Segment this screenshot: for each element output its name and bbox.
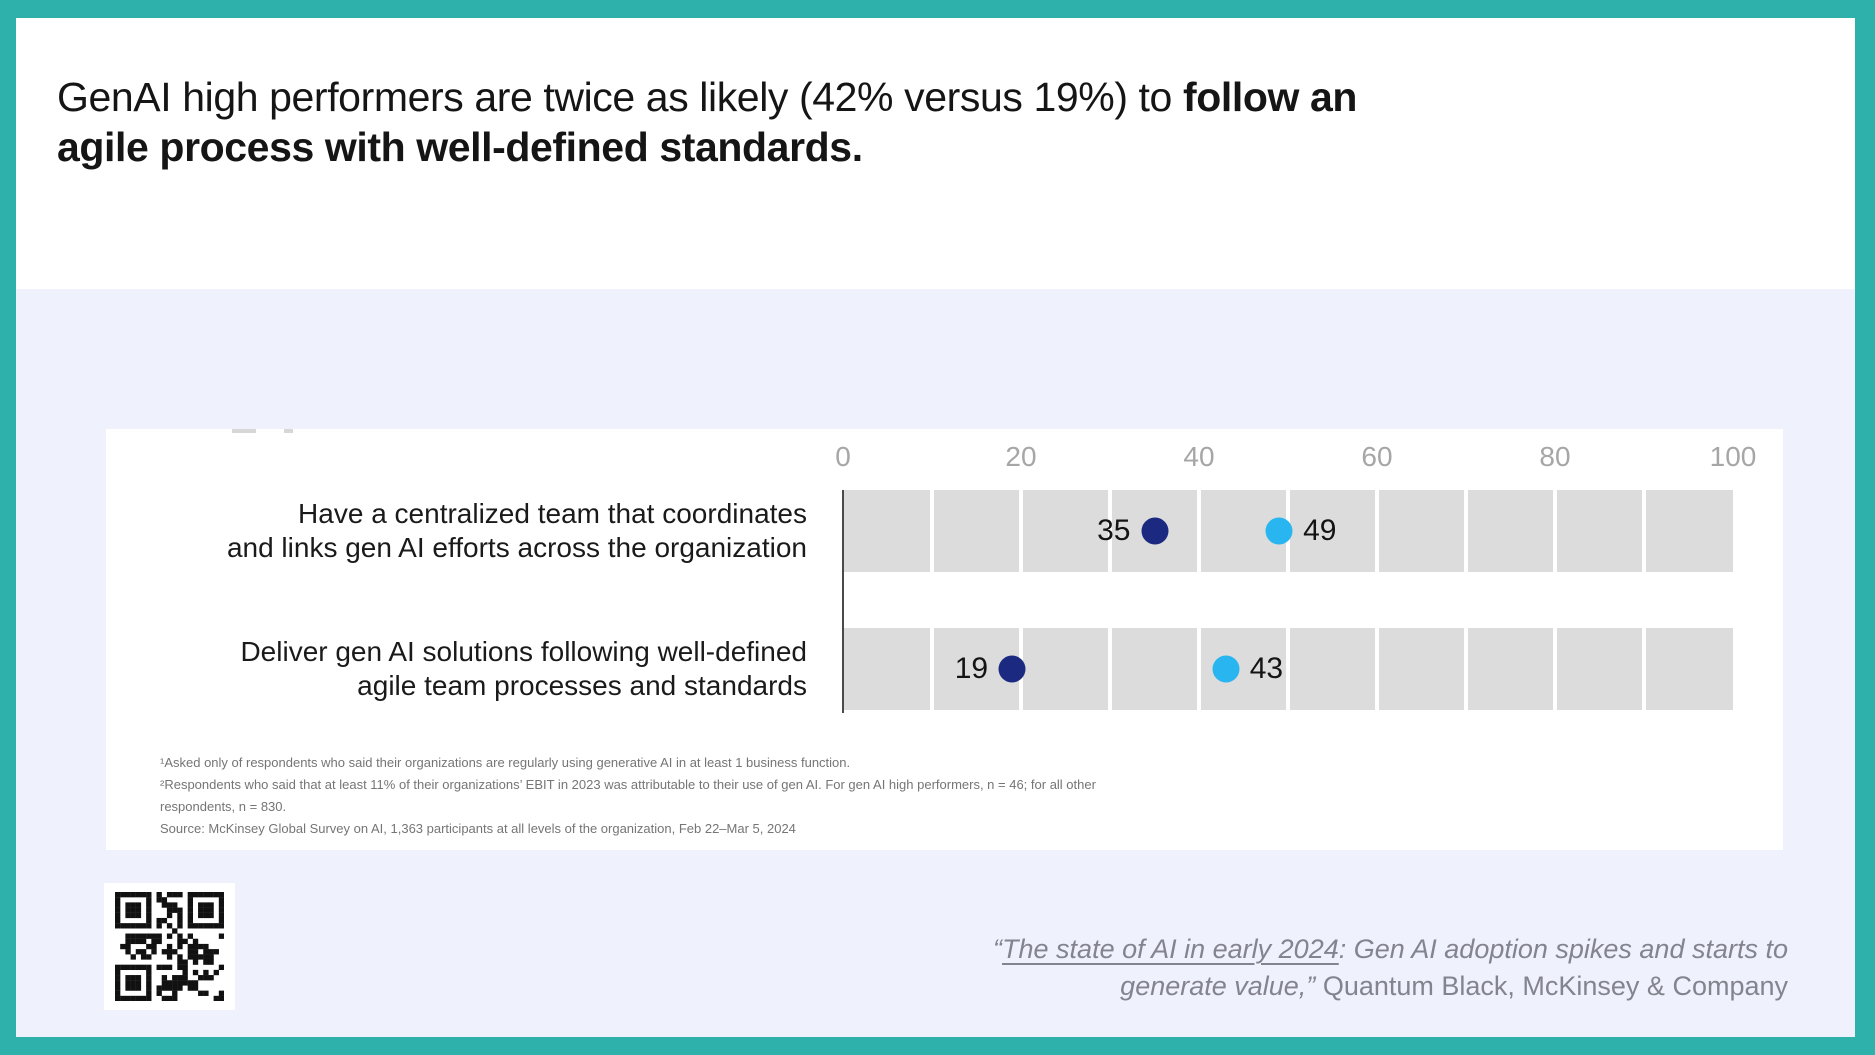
x-axis-tick-label: 80	[1539, 441, 1571, 472]
page-title: GenAI high performers are twice as likel…	[16, 18, 1855, 172]
gridline	[1464, 490, 1468, 572]
gridline	[1375, 628, 1379, 710]
cropped-legend-mark	[284, 429, 293, 433]
x-axis-tick-label: 100	[1709, 441, 1757, 472]
gridline	[1019, 490, 1023, 572]
x-axis-ticks: 0 20 40 60 80 100	[835, 439, 1756, 475]
data-value-label: 19	[954, 652, 989, 685]
title-regular-text: GenAI high performers are twice as likel…	[57, 74, 1183, 120]
footnotes: ¹Asked only of respondents who said thei…	[160, 752, 1220, 840]
citation-link[interactable]: The state of AI in early 2024	[1002, 934, 1339, 964]
light-blue-dot	[1212, 655, 1240, 683]
gridline	[1642, 628, 1646, 710]
chart-card: 0 20 40 60 80 100 Have a centralized team tha…	[106, 429, 1783, 850]
gridline	[1464, 628, 1468, 710]
gridline	[1108, 628, 1112, 710]
slide-header: GenAI high performers are twice as likel…	[16, 18, 1855, 289]
chart-track: 19 43	[843, 628, 1733, 710]
footnote-line: Source: McKinsey Global Survey on AI, 1,…	[160, 821, 796, 836]
gridline	[930, 628, 934, 710]
data-value-label: 49	[1303, 514, 1337, 547]
title-bold-text: follow an	[1182, 74, 1358, 120]
x-axis-tick-label: 20	[1005, 441, 1037, 472]
dark-navy-dot	[998, 655, 1026, 683]
footnote-line: ²Respondents who said that at least 11% …	[160, 777, 1096, 792]
gridline	[930, 490, 934, 572]
title-bold-text-line2: agile process with well-defined standard…	[57, 124, 863, 170]
data-value-label: 35	[1097, 514, 1131, 547]
gridline	[1642, 490, 1646, 572]
gridline	[1286, 628, 1290, 710]
footnote-line: respondents, n = 830.	[160, 799, 287, 814]
citation-source: Quantum Black, McKinsey & Company	[1315, 971, 1788, 1001]
chart-row: Deliver gen AI solutions following well-…	[106, 628, 1783, 710]
cropped-legend-mark	[232, 429, 256, 433]
gridline	[1197, 490, 1201, 572]
citation: “The state of AI in early 2024: Gen AI a…	[808, 931, 1788, 1005]
citation-subtitle: : Gen AI adoption spikes and starts to	[1338, 934, 1788, 964]
slide-body: 0 20 40 60 80 100 Have a centralized team tha…	[16, 289, 1855, 1037]
dark-navy-dot	[1141, 517, 1168, 545]
qr-code-image	[115, 892, 224, 1001]
x-axis-tick-label: 40	[1183, 441, 1215, 472]
light-blue-dot	[1265, 517, 1293, 545]
gridline	[1553, 490, 1557, 572]
data-value-label: 43	[1249, 652, 1284, 685]
gridline	[1375, 490, 1379, 572]
citation-subtitle-end: generate value,”	[1120, 971, 1316, 1001]
footnote-line: ¹Asked only of respondents who said thei…	[160, 755, 851, 770]
chart-rows: Have a centralized team that coordinates…	[106, 490, 1783, 710]
y-axis-line	[842, 490, 844, 713]
gridline	[1553, 628, 1557, 710]
x-axis-tick-label: 60	[1361, 441, 1393, 472]
citation-open-quote: “	[993, 934, 1003, 964]
gridline	[1197, 628, 1201, 710]
x-axis-tick-label: 0	[835, 441, 851, 472]
category-label: Deliver gen AI solutions following well-…	[240, 636, 807, 701]
chart-row: Have a centralized team that coordinates…	[106, 490, 1783, 572]
gridline	[1108, 490, 1112, 572]
chart-track: 35 49	[843, 490, 1733, 572]
category-label: Have a centralized team that coordinates…	[226, 498, 807, 563]
qr-code-icon	[104, 883, 235, 1010]
